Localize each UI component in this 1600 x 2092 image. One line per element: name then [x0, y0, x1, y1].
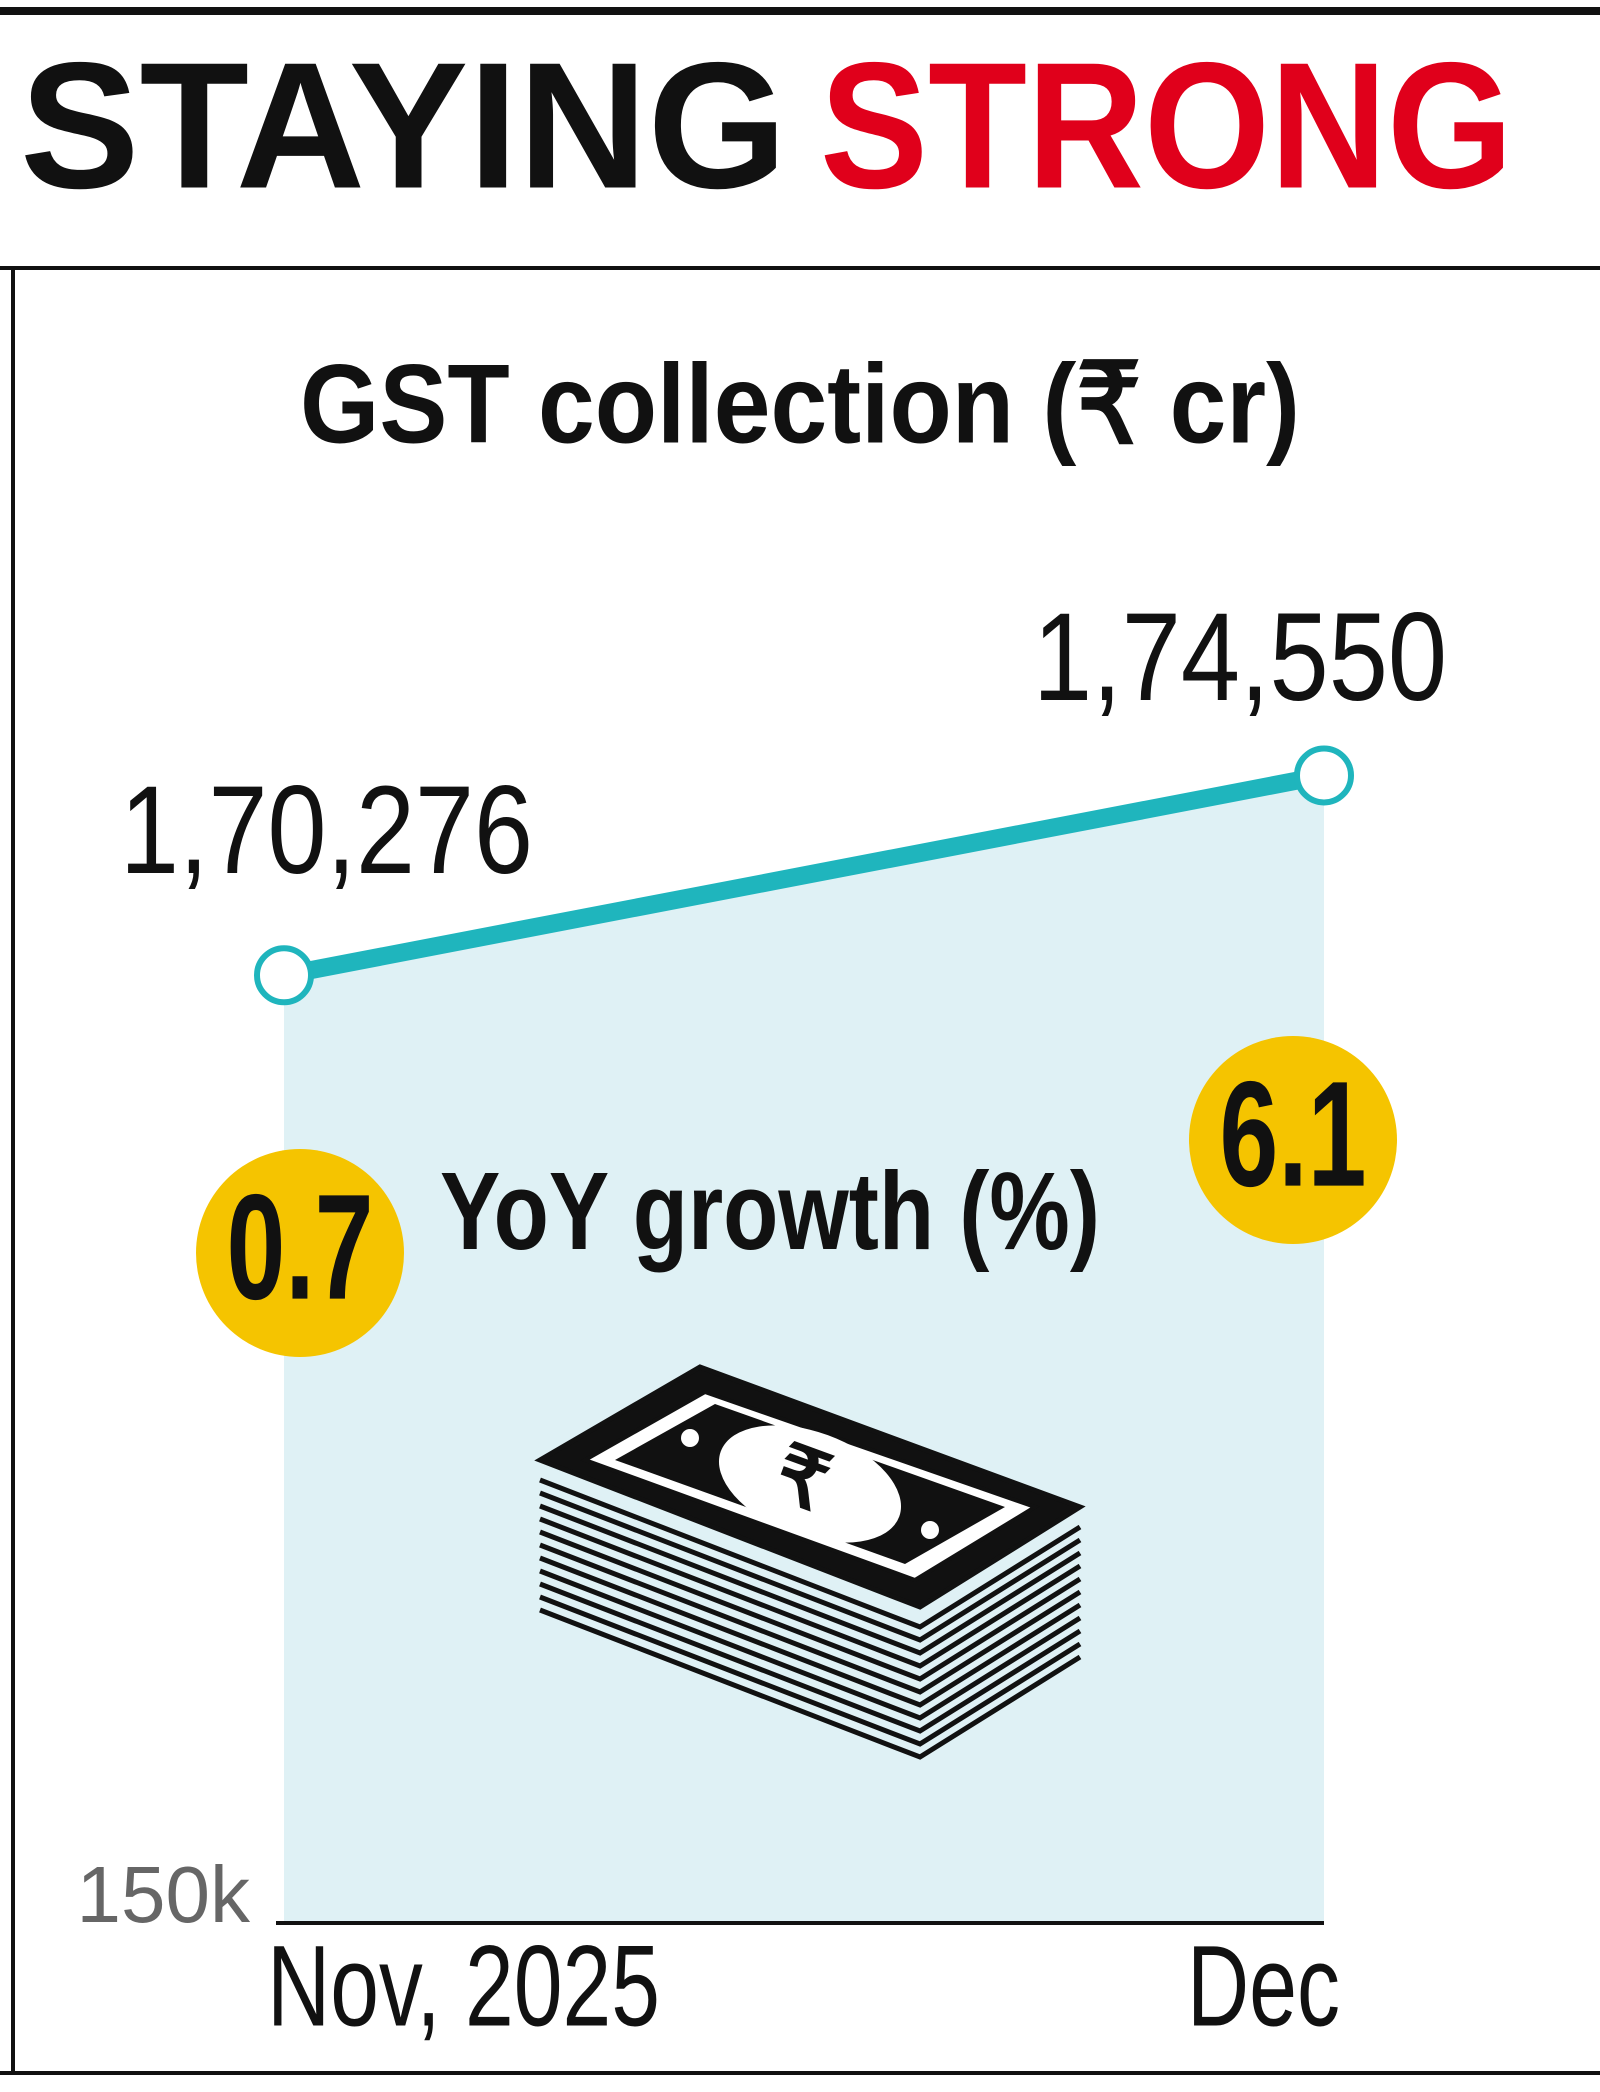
value-label: 1,70,276 [120, 761, 533, 900]
growth-value: 6.1 [1220, 1050, 1367, 1218]
title-part: STRONG [820, 26, 1513, 227]
money-icon: ₹ [534, 1364, 1086, 1760]
x-tick-label: Dec [1187, 1922, 1340, 2050]
growth-badge [196, 1149, 404, 1357]
area [284, 775, 1324, 1923]
plot [284, 775, 1324, 1923]
growth-value: 0.7 [227, 1163, 374, 1331]
subtitle: GST collection (₹ cr) [300, 342, 1300, 467]
growth-badge [1189, 1036, 1397, 1244]
x-tick-label: Nov, 2025 [267, 1922, 660, 2050]
point [1294, 745, 1354, 806]
value-label: 1,74,550 [1033, 588, 1447, 727]
title-part: STAYING [20, 26, 787, 227]
growth-label: YoY growth (%) [440, 1150, 1100, 1273]
point [254, 945, 314, 1006]
line [282, 766, 1326, 985]
y-tick-label: 150k [77, 1850, 251, 1939]
